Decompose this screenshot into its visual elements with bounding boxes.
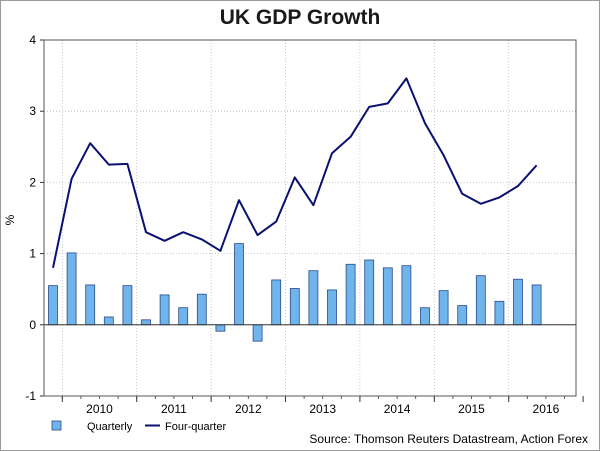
chart-source: Source: Thomson Reuters Datastream, Acti… xyxy=(309,432,588,446)
bar xyxy=(103,316,114,326)
bar xyxy=(85,284,96,326)
y-tick-label: 1 xyxy=(29,247,36,261)
plot-border xyxy=(43,39,577,397)
x-tick-label: 2015 xyxy=(458,402,485,416)
y-tick-label: -1 xyxy=(25,389,36,403)
x-tick-label: 2014 xyxy=(384,402,411,416)
bar xyxy=(252,324,263,342)
y-tick-label: 0 xyxy=(29,318,36,332)
bar xyxy=(215,324,226,332)
bar xyxy=(159,294,170,326)
y-tick-label: 2 xyxy=(29,175,36,189)
legend-swatch-quarterly xyxy=(51,420,62,431)
bar xyxy=(475,275,486,326)
bar xyxy=(327,289,337,326)
bar xyxy=(531,284,542,326)
bar xyxy=(457,305,468,326)
x-tick-label: 2013 xyxy=(309,402,336,416)
bar xyxy=(122,285,133,326)
legend-label-quarterly: Quarterly xyxy=(87,421,133,433)
bar xyxy=(420,307,430,326)
x-tick-label: 2011 xyxy=(161,402,187,416)
bar xyxy=(513,278,523,326)
bar xyxy=(48,285,58,326)
bar xyxy=(308,270,319,326)
bar xyxy=(401,265,412,326)
bar xyxy=(494,300,505,326)
bar xyxy=(178,307,189,326)
legend-label-four-quarter: Four-quarter xyxy=(165,421,226,433)
bar xyxy=(364,259,375,326)
x-tick-label: 2012 xyxy=(235,402,262,416)
bar xyxy=(66,252,77,326)
bar xyxy=(271,279,282,326)
bar xyxy=(141,319,151,326)
chart-title: UK GDP Growth xyxy=(219,6,381,29)
bar xyxy=(234,243,244,326)
y-axis-label: % xyxy=(3,214,17,225)
bar xyxy=(289,288,300,326)
y-tick-label: 4 xyxy=(29,33,36,47)
bar xyxy=(382,267,393,326)
x-tick-label: 2016 xyxy=(533,402,560,416)
bar xyxy=(438,290,449,326)
y-tick-label: 3 xyxy=(29,104,36,118)
bar xyxy=(196,293,207,326)
bar xyxy=(345,263,356,326)
x-tick-label: 2010 xyxy=(86,402,113,416)
plot-area xyxy=(44,40,576,396)
